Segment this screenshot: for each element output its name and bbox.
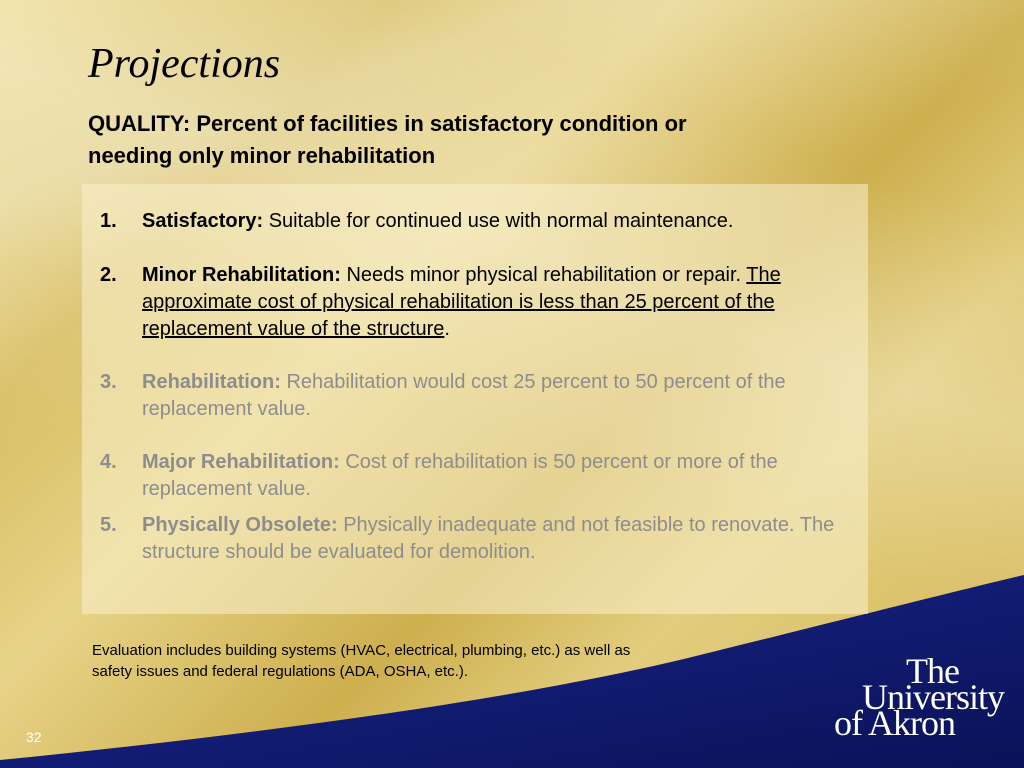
list-item-minor-rehabilitation: 2. Minor Rehabilitation: Needs minor phy… [100,262,850,343]
list-term: Major Rehabilitation: [142,451,340,473]
list-item-physically-obsolete: 5. Physically Obsolete: Physically inade… [100,512,850,566]
content-panel [82,184,868,614]
logo-line-university: University [862,677,1005,717]
page-title: Projections [88,41,281,87]
list-tail: . [444,318,450,340]
list-term: Satisfactory: [142,210,264,232]
list-item-rehabilitation: 3. Rehabilitation: Rehabilitation would … [100,369,850,423]
list-number: 4. [100,451,117,473]
list-number: 1. [100,210,117,232]
list-item-satisfactory: 1. Satisfactory: Suitable for continued … [100,208,850,235]
list-text: Needs minor physical rehabilitation or r… [340,264,742,286]
university-logo: The University of Akron [828,650,1008,743]
evaluation-note: Evaluation includes building systems (HV… [92,642,631,680]
page-subtitle: QUALITY: Percent of facilities in satisf… [88,111,687,168]
list-text: Suitable for continued use with normal m… [263,210,734,232]
logo-line-the: The [906,651,960,691]
logo-line-of-akron: of Akron [834,703,956,743]
page-number: 32 [26,729,42,745]
list-underlined-text: The approximate cost of physical rehabil… [142,264,781,340]
list-number: 2. [100,264,117,286]
list-text: Cost of rehabilitation is 50 percent or … [142,451,778,500]
list-item-major-rehabilitation: 4. Major Rehabilitation: Cost of rehabil… [100,449,850,503]
list-number: 5. [100,514,117,536]
list-number: 3. [100,371,117,393]
list-term: Rehabilitation: [142,371,281,393]
list-term: Minor Rehabilitation: [142,264,341,286]
list-text: Rehabilitation would cost 25 percent to … [142,371,786,420]
list-term: Physically Obsolete: [142,514,338,536]
list-text: Physically inadequate and not feasible t… [142,514,835,563]
